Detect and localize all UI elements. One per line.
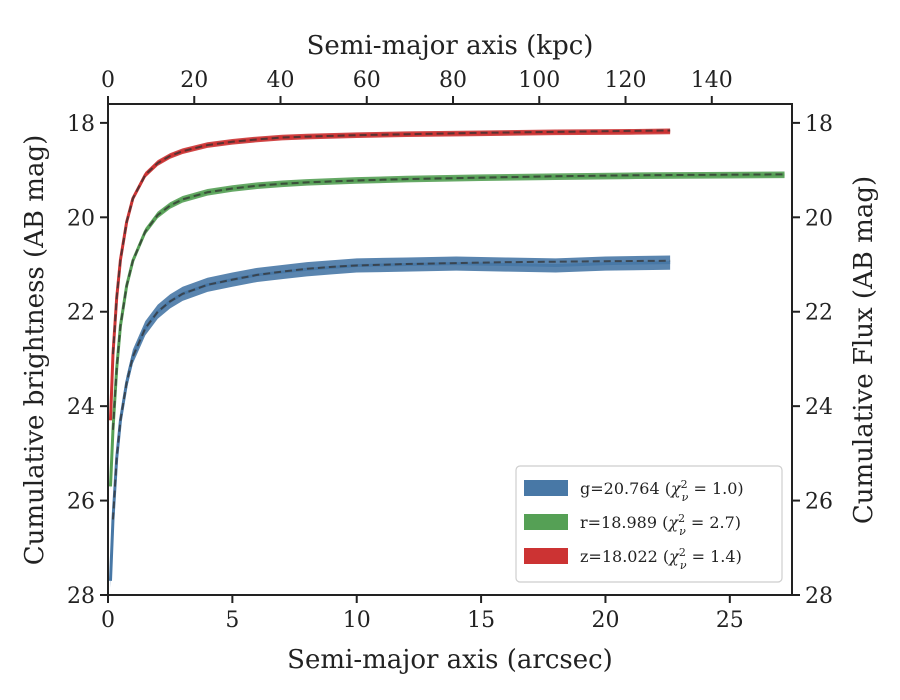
right-y-tick-label: 22 (805, 301, 833, 326)
y-tick-label: 24 (67, 395, 95, 420)
x-tick-label: 5 (225, 608, 239, 633)
top-x-tick-label: 140 (691, 68, 733, 93)
right-y-tick-label: 18 (805, 112, 833, 137)
y-tick-label: 26 (67, 490, 95, 515)
series-3 (108, 128, 671, 424)
top-x-tick-label: 40 (267, 68, 295, 93)
right-y-axis-title: Cumulative Flux (AB mag) (849, 176, 879, 524)
top-x-tick-label: 20 (180, 68, 208, 93)
legend-label-1: g=20.764 (χ2 ν = 1.0) (580, 478, 744, 504)
plot-frame (107, 103, 793, 596)
legend-swatch-3 (524, 548, 568, 564)
top-x-tick-label: 100 (518, 68, 560, 93)
top-x-tick-label: 0 (101, 68, 115, 93)
x-tick-label: 10 (343, 608, 371, 633)
right-y-tick-label: 20 (805, 206, 833, 231)
right-y-tick-label: 26 (805, 490, 833, 515)
top-x-tick-label: 60 (353, 68, 381, 93)
legend: g=20.764 (χ2 ν = 1.0) r=18.989 (χ2 ν = 2.7)… (515, 465, 783, 583)
right-y-tick-label: 24 (805, 395, 833, 420)
x-tick-label: 0 (101, 608, 115, 633)
y-tick-label: 28 (67, 584, 95, 609)
x-tick-label: 20 (591, 608, 619, 633)
top-x-tick-label: 120 (605, 68, 647, 93)
series-1 (108, 255, 671, 588)
right-y-tick-label: 28 (805, 584, 833, 609)
y-tick-label: 18 (67, 112, 95, 137)
series-3-model-line (111, 129, 671, 355)
x-axis-title: Semi-major axis (arcsec) (287, 645, 613, 675)
y-axis-title: Cumulative brightness (AB mag) (20, 135, 50, 566)
x-tick-label: 15 (467, 608, 495, 633)
axes-layer: 0 5 10 15 20 25 0 20 40 60 80 100 120 140 18 18 20 20 22 22… (67, 68, 833, 633)
legend-label-2: r=18.989 (χ2 ν = 2.7) (580, 512, 741, 538)
series-layer (108, 128, 785, 588)
series-1-model-line (111, 259, 671, 520)
legend-box (515, 465, 783, 583)
x-tick-label: 25 (716, 608, 744, 633)
legend-swatch-1 (524, 480, 568, 496)
y-tick-label: 20 (67, 206, 95, 231)
top-x-axis-title: Semi-major axis (kpc) (307, 31, 594, 61)
series-2 (108, 171, 785, 490)
legend-swatch-2 (524, 514, 568, 530)
series-2-model-line (111, 173, 785, 430)
top-x-tick-label: 80 (439, 68, 467, 93)
legend-label-3: z=18.022 (χ2 ν = 1.4) (580, 546, 742, 572)
y-tick-label: 22 (67, 301, 95, 326)
